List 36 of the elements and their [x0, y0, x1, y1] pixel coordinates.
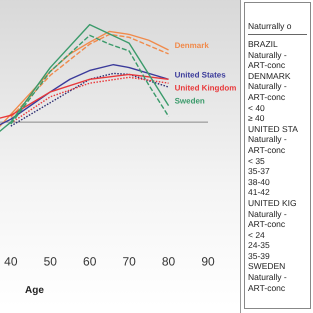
text: Naturally - — [248, 81, 288, 92]
text: 24-35 — [248, 240, 271, 251]
text: Naturally - — [248, 208, 288, 220]
x-tick-label: 90 — [201, 254, 215, 269]
x-tick-label: 60 — [83, 254, 97, 269]
x-axis-title: Age — [25, 285, 44, 296]
text: Naturrally o — [248, 21, 307, 35]
text: ART-conc — [248, 282, 286, 294]
text: Naturally - — [248, 134, 288, 145]
text: SWEDEN — [248, 261, 286, 272]
x-tick-label: 50 — [44, 254, 58, 269]
series-label: Sweden — [174, 96, 205, 106]
text: ART-conc — [248, 92, 286, 103]
x-tick-label: 40 — [4, 254, 18, 269]
text: 41-42 — [248, 187, 271, 198]
text: < 35 — [248, 156, 266, 166]
text: ART-conc — [248, 60, 286, 71]
x-tick-label: 70 — [122, 254, 136, 269]
text: UNITED STA — [248, 124, 299, 134]
series-label: United States — [174, 70, 226, 80]
text: Naturally - — [248, 272, 288, 283]
text: 35-39 — [248, 250, 271, 262]
text: 38-40 — [248, 176, 271, 188]
series-label: Denmark — [174, 40, 210, 50]
text: ART-conc — [248, 219, 286, 230]
text: < 24 — [248, 230, 266, 240]
text: 35-37 — [248, 166, 271, 177]
text: DENMARK — [248, 70, 292, 82]
text: ART-conc — [248, 144, 286, 156]
text: UNITED KIG — [248, 198, 298, 208]
series-label: United Kingdom — [174, 83, 236, 92]
x-tick-label: 80 — [162, 254, 176, 269]
text: ≥ 40 — [248, 113, 266, 124]
text: < 40 — [248, 102, 266, 114]
text: Naturally - — [248, 50, 288, 60]
text: BRAZIL — [248, 39, 279, 50]
